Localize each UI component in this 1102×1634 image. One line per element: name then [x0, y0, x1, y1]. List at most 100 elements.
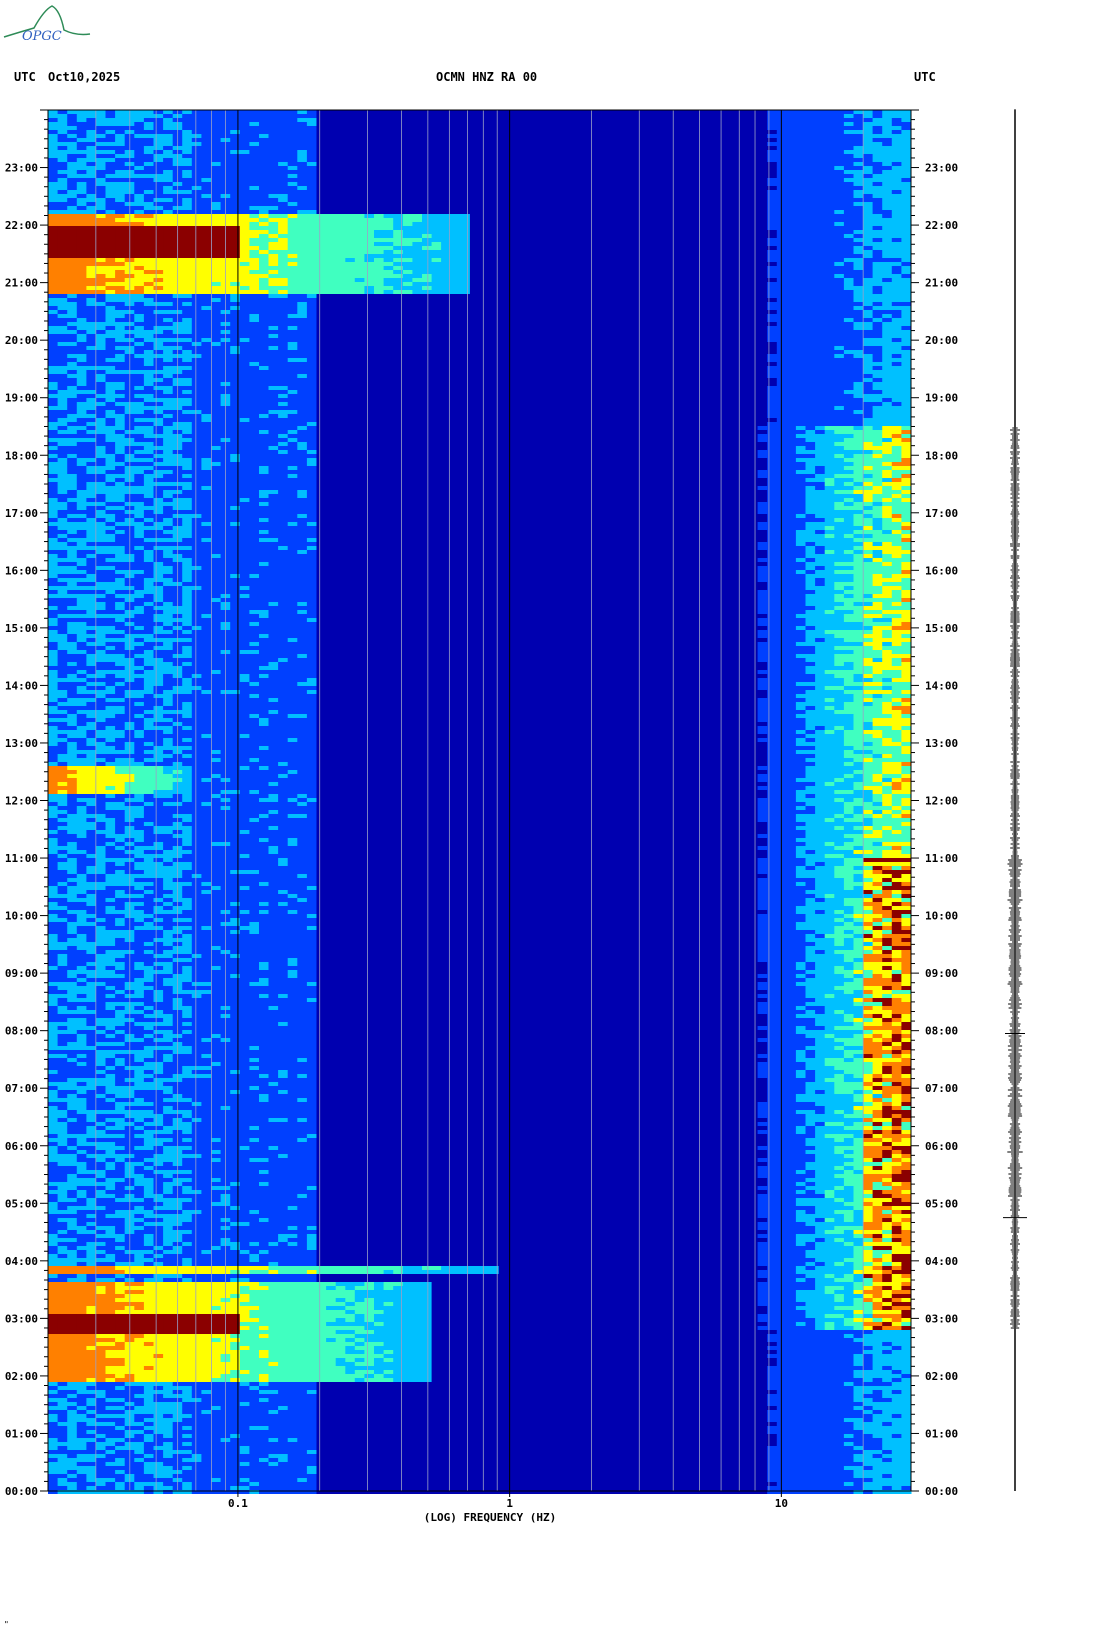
heatmap-cell [364, 214, 375, 218]
heatmap-cell [527, 306, 538, 310]
heatmap-cell [834, 298, 845, 302]
heatmap-cell [671, 158, 682, 162]
heatmap-cell [498, 154, 509, 158]
heatmap-cell [853, 218, 864, 222]
heatmap-cell [201, 110, 212, 114]
heatmap-cell [556, 134, 567, 138]
heatmap-cell [604, 326, 615, 330]
heatmap-cell [508, 242, 519, 246]
heatmap-cell [709, 298, 720, 302]
heatmap-cell [115, 178, 126, 182]
heatmap-cell [680, 150, 691, 154]
heatmap-cell [287, 246, 298, 250]
heatmap-cell [191, 166, 202, 170]
heatmap-cell [882, 302, 893, 306]
heatmap-cell [824, 182, 835, 186]
heatmap-cell [556, 202, 567, 206]
heatmap-cell [709, 270, 720, 274]
heatmap-cell [757, 286, 768, 290]
heatmap-cell [661, 238, 672, 242]
heatmap-cell [537, 178, 548, 182]
heatmap-cell [604, 226, 615, 230]
heatmap-cell [345, 130, 356, 134]
heatmap-cell [786, 326, 797, 330]
heatmap-cell [422, 110, 433, 114]
heatmap-cell [843, 194, 854, 198]
heatmap-cell [402, 142, 413, 146]
heatmap-cell [479, 206, 490, 210]
heatmap-cell [422, 206, 433, 210]
heatmap-cell [191, 258, 202, 262]
heatmap-cell [901, 206, 912, 210]
heatmap-cell [863, 286, 874, 290]
heatmap-cell [872, 178, 883, 182]
heatmap-cell [268, 186, 279, 190]
heatmap-cell [824, 302, 835, 306]
heatmap-cell [76, 130, 87, 134]
heatmap-cell [623, 122, 634, 126]
heatmap-cell [422, 286, 433, 290]
heatmap-cell [393, 110, 404, 114]
heatmap-cell [402, 262, 413, 266]
heatmap-cell [287, 234, 298, 238]
heatmap-cell [422, 210, 433, 214]
heatmap-cell [546, 226, 557, 230]
heatmap-cell [575, 194, 586, 198]
heatmap-cell [690, 182, 701, 186]
heatmap-cell [815, 186, 826, 190]
heatmap-cell [297, 302, 308, 306]
heatmap-cell [441, 202, 452, 206]
heatmap-cell [278, 170, 289, 174]
heatmap-cell [402, 274, 413, 278]
heatmap-cell [76, 186, 87, 190]
heatmap-cell [872, 194, 883, 198]
heatmap-cell [700, 326, 711, 330]
heatmap-cell [422, 202, 433, 206]
heatmap-cell [565, 306, 576, 310]
heatmap-cell [709, 122, 720, 126]
heatmap-cell [182, 222, 193, 226]
heatmap-cell [709, 242, 720, 246]
heatmap-cell [450, 306, 461, 310]
heatmap-cell [882, 190, 893, 194]
heatmap-cell [728, 122, 739, 126]
heatmap-cell [182, 326, 193, 330]
heatmap-cell [412, 246, 423, 250]
heatmap-cell [508, 162, 519, 166]
heatmap-cell [891, 258, 902, 262]
heatmap-cell [604, 134, 615, 138]
heatmap-cell [680, 318, 691, 322]
heatmap-cell [748, 234, 759, 238]
heatmap-cell [795, 242, 806, 246]
heatmap-cell [853, 146, 864, 150]
heatmap-cell [297, 222, 308, 226]
heatmap-cell [479, 210, 490, 214]
heatmap-cell [834, 206, 845, 210]
heatmap-cell [872, 290, 883, 294]
heatmap-cell [623, 226, 634, 230]
heatmap-cell [469, 198, 480, 202]
heatmap-cell [661, 310, 672, 314]
heatmap-cell [709, 282, 720, 286]
heatmap-cell [278, 174, 289, 178]
heatmap-cell [431, 226, 442, 230]
heatmap-cell [191, 162, 202, 166]
heatmap-cell [268, 146, 279, 150]
heatmap-cell [441, 318, 452, 322]
heatmap-cell [422, 174, 433, 178]
heatmap-cell [652, 118, 663, 122]
heatmap-cell [412, 146, 423, 150]
heatmap-cell [508, 110, 519, 114]
heatmap-cell [575, 210, 586, 214]
heatmap-cell [834, 262, 845, 266]
heatmap-cell [613, 142, 624, 146]
heatmap-cell [364, 322, 375, 326]
heatmap-cell [613, 182, 624, 186]
heatmap-cell [613, 198, 624, 202]
heatmap-cell [508, 274, 519, 278]
heatmap-cell [843, 266, 854, 270]
heatmap-cell [201, 134, 212, 138]
heatmap-cell [422, 198, 433, 202]
heatmap-cell [191, 290, 202, 294]
heatmap-cell [757, 186, 768, 190]
